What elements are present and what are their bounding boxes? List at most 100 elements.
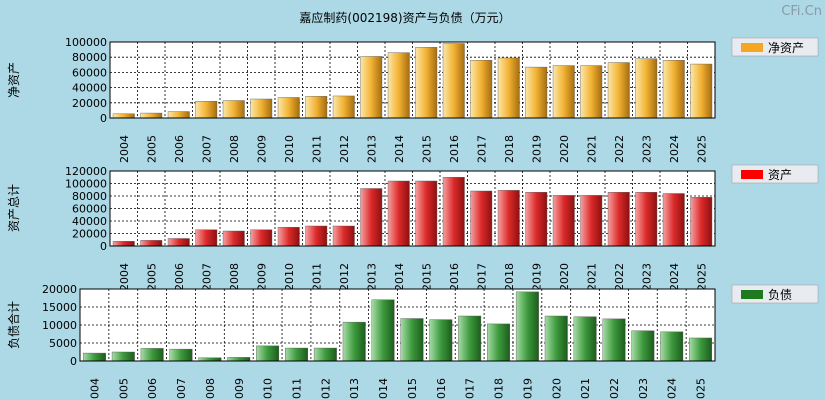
bar-2010 <box>256 345 280 362</box>
y-tick-label: 0 <box>100 240 107 253</box>
y-tick-label: 40000 <box>72 215 107 228</box>
x-tick-label: 2020 <box>558 263 571 291</box>
bar-2019 <box>525 192 548 247</box>
chart-title: 嘉应制药(002198)资产与负债（万元） <box>299 10 510 25</box>
bar-2008 <box>222 100 245 119</box>
y-tick-label: 60000 <box>72 203 107 216</box>
x-tick-label: 2011 <box>310 135 323 163</box>
legend-label: 资产 <box>768 168 792 182</box>
bar-2022 <box>607 192 630 247</box>
bar-2015 <box>400 318 424 362</box>
bar-2016 <box>442 43 465 119</box>
x-tick-label: 2025 <box>695 263 708 291</box>
bar-2020 <box>544 315 568 362</box>
bar-2006 <box>167 111 190 119</box>
bar-2004 <box>112 241 135 247</box>
bar-2013 <box>342 321 366 362</box>
x-tick-label: 2009 <box>255 135 268 163</box>
bar-2014 <box>387 52 410 119</box>
legend-swatch <box>741 290 763 299</box>
x-tick-label: 2011 <box>290 378 303 400</box>
bar-2016 <box>429 319 453 362</box>
y-axis-title: 负债合计 <box>6 301 21 349</box>
bar-2009 <box>250 98 273 119</box>
assets-legend: 资产 <box>731 164 819 184</box>
x-tick-label: 2019 <box>530 263 543 291</box>
bar-2016 <box>442 177 465 247</box>
y-tick-label: 40000 <box>72 82 107 95</box>
x-tick-label: 2013 <box>348 378 361 400</box>
x-tick-label: 2014 <box>393 135 406 163</box>
bar-2011 <box>305 225 328 247</box>
bar-2018 <box>497 57 520 119</box>
watermark: CFi.Cn <box>781 4 822 19</box>
x-tick-label: 2016 <box>435 378 448 400</box>
x-tick-label: 2023 <box>637 378 650 400</box>
bar-2022 <box>607 62 630 119</box>
bar-2023 <box>635 58 658 119</box>
x-tick-label: 2011 <box>310 263 323 291</box>
bar-2018 <box>487 323 510 362</box>
bar-2014 <box>371 299 395 362</box>
bar-2019 <box>515 291 539 362</box>
y-tick-label: 5000 <box>49 337 77 350</box>
x-tick-label: 2007 <box>200 263 213 291</box>
x-tick-label: 2017 <box>475 263 488 291</box>
x-tick-label: 2022 <box>608 378 621 400</box>
x-tick-label: 2008 <box>204 378 217 400</box>
x-tick-label: 2010 <box>283 263 296 291</box>
x-tick-label: 2022 <box>613 263 626 291</box>
y-tick-label: 15000 <box>42 301 77 314</box>
x-tick-label: 2007 <box>200 135 213 163</box>
bar-2020 <box>552 65 575 119</box>
net-assets-panel: 100000 80000 60000 40000 20000 0 2004 2005 2006 2… <box>7 36 819 163</box>
x-tick-label: 2004 <box>118 135 131 163</box>
bar-2021 <box>573 316 597 362</box>
bar-2008 <box>222 230 245 247</box>
bar-2007 <box>195 229 218 247</box>
x-tick-label: 2009 <box>233 378 246 400</box>
x-tick-label: 2016 <box>448 135 461 163</box>
bar-2005 <box>140 112 163 119</box>
x-tick-label: 2015 <box>406 378 419 400</box>
x-tick-label: 2018 <box>493 378 506 400</box>
x-tick-label: 2012 <box>319 378 332 400</box>
x-tick-label: 2017 <box>475 135 488 163</box>
bar-2025 <box>689 337 713 362</box>
y-tick-label: 120000 <box>65 165 107 178</box>
legend-label: 净资产 <box>768 41 804 55</box>
bar-2015 <box>415 47 438 119</box>
bar-2020 <box>552 195 575 247</box>
y-axis-title: 资产总计 <box>7 184 21 232</box>
x-tick-label: 2021 <box>579 378 592 400</box>
bar-2011 <box>285 347 308 362</box>
x-tick-label: 2008 <box>228 263 241 291</box>
x-tick-label: 2006 <box>173 135 186 163</box>
bar-2013 <box>360 56 383 119</box>
bar-2018 <box>497 190 520 247</box>
bar-2019 <box>525 66 548 119</box>
bar-2013 <box>360 188 383 247</box>
bar-2009 <box>250 229 273 247</box>
legend-swatch <box>741 43 763 52</box>
x-tick-label: 2017 <box>464 378 477 400</box>
x-tick-label: 2024 <box>668 263 681 291</box>
x-tick-label: 2016 <box>448 263 461 291</box>
x-tick-label: 2019 <box>521 378 534 400</box>
plot-border <box>109 41 716 119</box>
bar-2012 <box>332 95 355 119</box>
x-tick-label: 2020 <box>550 378 563 400</box>
bar-2015 <box>415 180 438 247</box>
liabilities-panel: 20000 15000 10000 5000 0 2004 2005 2006 2007 2008… <box>6 283 819 400</box>
bar-2023 <box>635 192 658 247</box>
x-tick-label: 2006 <box>173 263 186 291</box>
x-tick-label: 2024 <box>666 378 679 400</box>
x-tick-label: 2018 <box>503 263 516 291</box>
bar-2023 <box>631 330 655 362</box>
x-tick-label: 2005 <box>145 263 158 291</box>
y-tick-label: 60000 <box>72 66 107 79</box>
x-tick-label: 2014 <box>377 378 390 400</box>
y-tick-label: 80000 <box>72 190 107 203</box>
